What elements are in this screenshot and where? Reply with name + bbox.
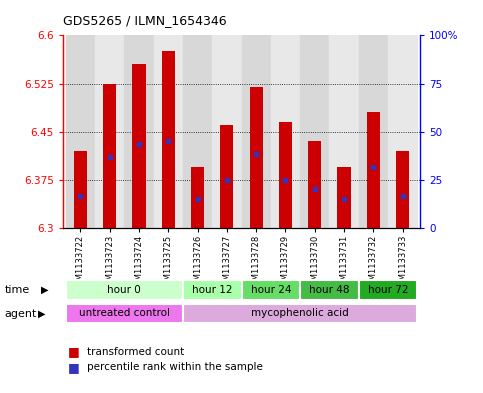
- Bar: [132, 64, 145, 228]
- Text: agent: agent: [5, 309, 37, 319]
- Bar: [359, 35, 388, 228]
- Bar: [66, 280, 183, 299]
- Text: ■: ■: [68, 345, 79, 358]
- Bar: [191, 167, 204, 228]
- Text: mycophenolic acid: mycophenolic acid: [251, 309, 349, 318]
- Bar: [183, 304, 417, 323]
- Bar: [308, 141, 321, 228]
- Bar: [183, 280, 242, 299]
- Text: ▶: ▶: [41, 285, 49, 295]
- Text: transformed count: transformed count: [87, 347, 184, 357]
- Bar: [279, 122, 292, 228]
- Bar: [242, 35, 271, 228]
- Bar: [103, 83, 116, 228]
- Bar: [66, 35, 95, 228]
- Bar: [242, 280, 300, 299]
- Bar: [95, 35, 124, 228]
- Text: time: time: [5, 285, 30, 295]
- Bar: [300, 280, 359, 299]
- Text: hour 72: hour 72: [368, 285, 408, 295]
- Text: hour 0: hour 0: [107, 285, 141, 295]
- Bar: [300, 35, 329, 228]
- Bar: [212, 35, 242, 228]
- Bar: [359, 280, 417, 299]
- Bar: [367, 112, 380, 228]
- Bar: [74, 151, 87, 228]
- Bar: [183, 35, 212, 228]
- Text: GDS5265 / ILMN_1654346: GDS5265 / ILMN_1654346: [63, 15, 227, 28]
- Bar: [250, 87, 263, 228]
- Bar: [396, 151, 409, 228]
- Text: hour 48: hour 48: [309, 285, 350, 295]
- Text: ▶: ▶: [38, 309, 46, 319]
- Bar: [329, 35, 359, 228]
- Text: percentile rank within the sample: percentile rank within the sample: [87, 362, 263, 373]
- Bar: [162, 51, 175, 228]
- Bar: [271, 35, 300, 228]
- Text: untreated control: untreated control: [79, 309, 170, 318]
- Bar: [220, 125, 233, 228]
- Bar: [154, 35, 183, 228]
- Text: ■: ■: [68, 361, 79, 374]
- Bar: [124, 35, 154, 228]
- Text: hour 24: hour 24: [251, 285, 291, 295]
- Bar: [338, 167, 351, 228]
- Bar: [66, 304, 183, 323]
- Bar: [388, 35, 417, 228]
- Text: hour 12: hour 12: [192, 285, 232, 295]
